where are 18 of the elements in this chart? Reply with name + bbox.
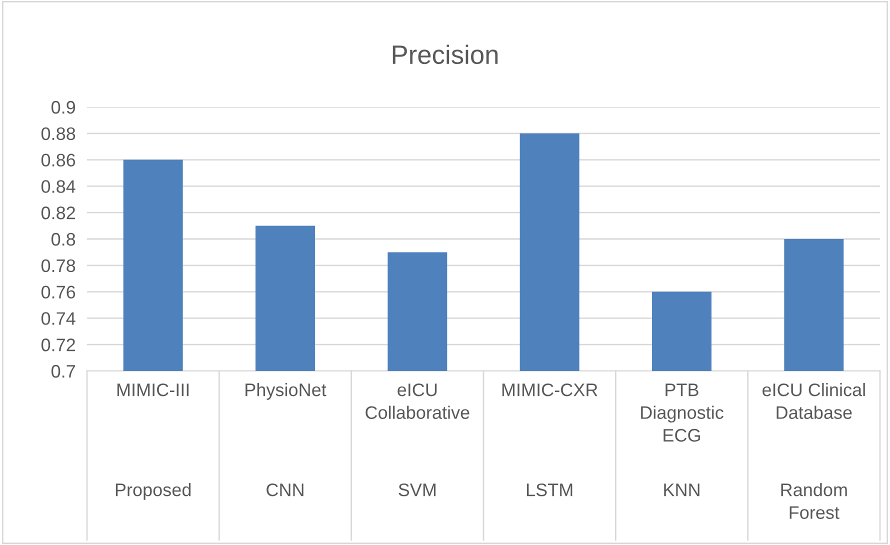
y-tick-label: 0.84 (41, 180, 76, 193)
y-tick-label: 0.9 (51, 100, 76, 114)
y-tick-label: 0.74 (41, 312, 76, 325)
y-tick-label: 0.88 (41, 127, 76, 140)
y-tick-label: 0.78 (41, 259, 76, 272)
y-tick-label: 0.76 (41, 286, 76, 299)
category-label: eICU Clinical Database Random Forest (762, 383, 865, 519)
y-tick-label: 0.86 (41, 154, 76, 167)
category-label: PTB Diagnostic ECG KNN (641, 384, 724, 496)
chart-title: Precision (392, 44, 498, 64)
y-tick-label: 0.82 (41, 206, 75, 220)
category-label: MIMIC-III Proposed (116, 383, 191, 500)
category-label: PhysioNet CNN (246, 383, 326, 496)
category-label: eICU Collaborative SVM (366, 383, 470, 496)
category-label: MIMIC-CXR LSTM (502, 383, 598, 496)
y-tick-label: 0.8 (51, 232, 76, 246)
y-tick-label: 0.72 (41, 338, 75, 352)
y-tick-label: 0.7 (51, 364, 75, 378)
